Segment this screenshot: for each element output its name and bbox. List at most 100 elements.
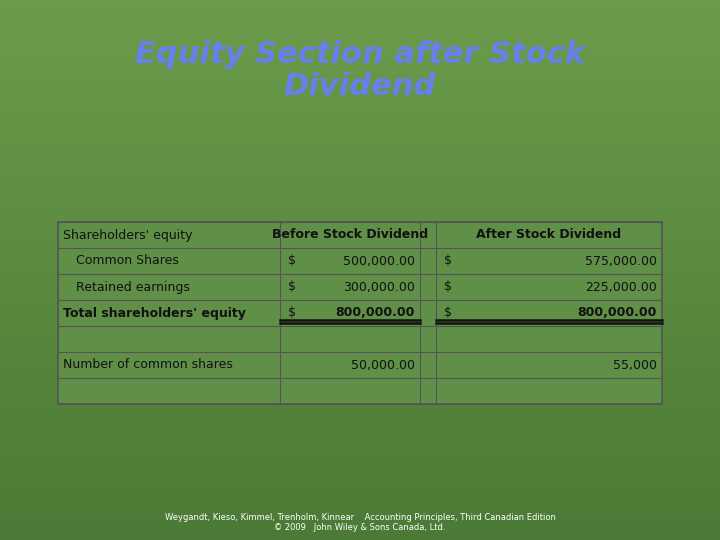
Bar	[0, 507, 720, 508]
Bar	[0, 375, 720, 376]
Bar	[0, 78, 720, 79]
Bar	[0, 33, 720, 34]
Bar	[0, 279, 720, 280]
Bar	[0, 88, 720, 89]
Bar	[0, 269, 720, 270]
Bar	[0, 94, 720, 95]
Bar	[0, 271, 720, 272]
Bar	[0, 260, 720, 261]
Bar	[0, 168, 720, 169]
Bar	[0, 180, 720, 181]
Bar	[0, 191, 720, 192]
Text: $: $	[444, 254, 452, 267]
Bar	[0, 199, 720, 200]
Bar	[0, 276, 720, 277]
Bar	[0, 135, 720, 136]
Bar	[0, 531, 720, 532]
Bar	[0, 284, 720, 285]
Bar	[0, 62, 720, 63]
Bar	[0, 130, 720, 131]
Bar	[0, 208, 720, 209]
Bar	[0, 118, 720, 119]
Bar	[0, 229, 720, 230]
Bar	[0, 122, 720, 123]
Bar	[0, 435, 720, 436]
Bar	[0, 411, 720, 412]
Bar	[0, 294, 720, 295]
Bar	[0, 165, 720, 166]
Bar	[0, 197, 720, 198]
Bar	[0, 110, 720, 111]
Bar	[0, 321, 720, 322]
Bar	[0, 212, 720, 213]
Bar	[0, 179, 720, 180]
Bar	[0, 313, 720, 314]
Text: $: $	[288, 254, 296, 267]
Bar	[0, 175, 720, 176]
Bar	[0, 433, 720, 434]
Bar	[0, 349, 720, 350]
Bar	[0, 386, 720, 387]
Bar	[0, 160, 720, 161]
Bar	[0, 11, 720, 12]
Bar	[0, 396, 720, 397]
Bar	[0, 257, 720, 258]
Bar	[0, 92, 720, 93]
Bar	[0, 31, 720, 32]
Bar	[0, 196, 720, 197]
Bar	[0, 329, 720, 330]
Bar	[0, 438, 720, 439]
Bar	[0, 30, 720, 31]
Bar	[0, 283, 720, 284]
Bar	[0, 125, 720, 126]
Bar	[0, 124, 720, 125]
Bar	[0, 455, 720, 456]
Bar	[0, 170, 720, 171]
Bar	[0, 385, 720, 386]
Bar	[0, 404, 720, 405]
Bar	[0, 233, 720, 234]
Bar	[0, 343, 720, 344]
Bar	[0, 18, 720, 19]
Bar	[0, 143, 720, 144]
Bar	[0, 178, 720, 179]
Bar	[0, 443, 720, 444]
Bar	[0, 80, 720, 81]
Bar	[0, 224, 720, 225]
Bar	[0, 342, 720, 343]
Bar	[0, 474, 720, 475]
Bar	[0, 500, 720, 501]
Bar	[0, 184, 720, 185]
Bar	[0, 189, 720, 190]
Bar	[0, 262, 720, 263]
Bar	[0, 414, 720, 415]
Bar	[0, 162, 720, 163]
Bar	[0, 350, 720, 351]
Bar	[0, 214, 720, 215]
Bar	[0, 36, 720, 37]
Bar	[0, 369, 720, 370]
Bar	[0, 104, 720, 105]
Bar	[0, 223, 720, 224]
Bar	[0, 273, 720, 274]
Bar	[0, 525, 720, 526]
Bar	[0, 314, 720, 315]
Bar	[0, 43, 720, 44]
Bar	[0, 206, 720, 207]
Bar	[0, 521, 720, 522]
Bar	[0, 22, 720, 23]
Text: © 2009   John Wiley & Sons Canada, Ltd.: © 2009 John Wiley & Sons Canada, Ltd.	[274, 523, 446, 531]
Bar	[0, 405, 720, 406]
Bar	[0, 364, 720, 365]
Bar	[0, 225, 720, 226]
Bar	[0, 366, 720, 367]
Bar	[0, 70, 720, 71]
Bar	[0, 195, 720, 196]
Bar	[0, 141, 720, 142]
Bar	[0, 238, 720, 239]
Bar	[0, 216, 720, 217]
Bar	[0, 442, 720, 443]
Bar	[0, 286, 720, 287]
Bar	[0, 220, 720, 221]
Bar	[0, 471, 720, 472]
